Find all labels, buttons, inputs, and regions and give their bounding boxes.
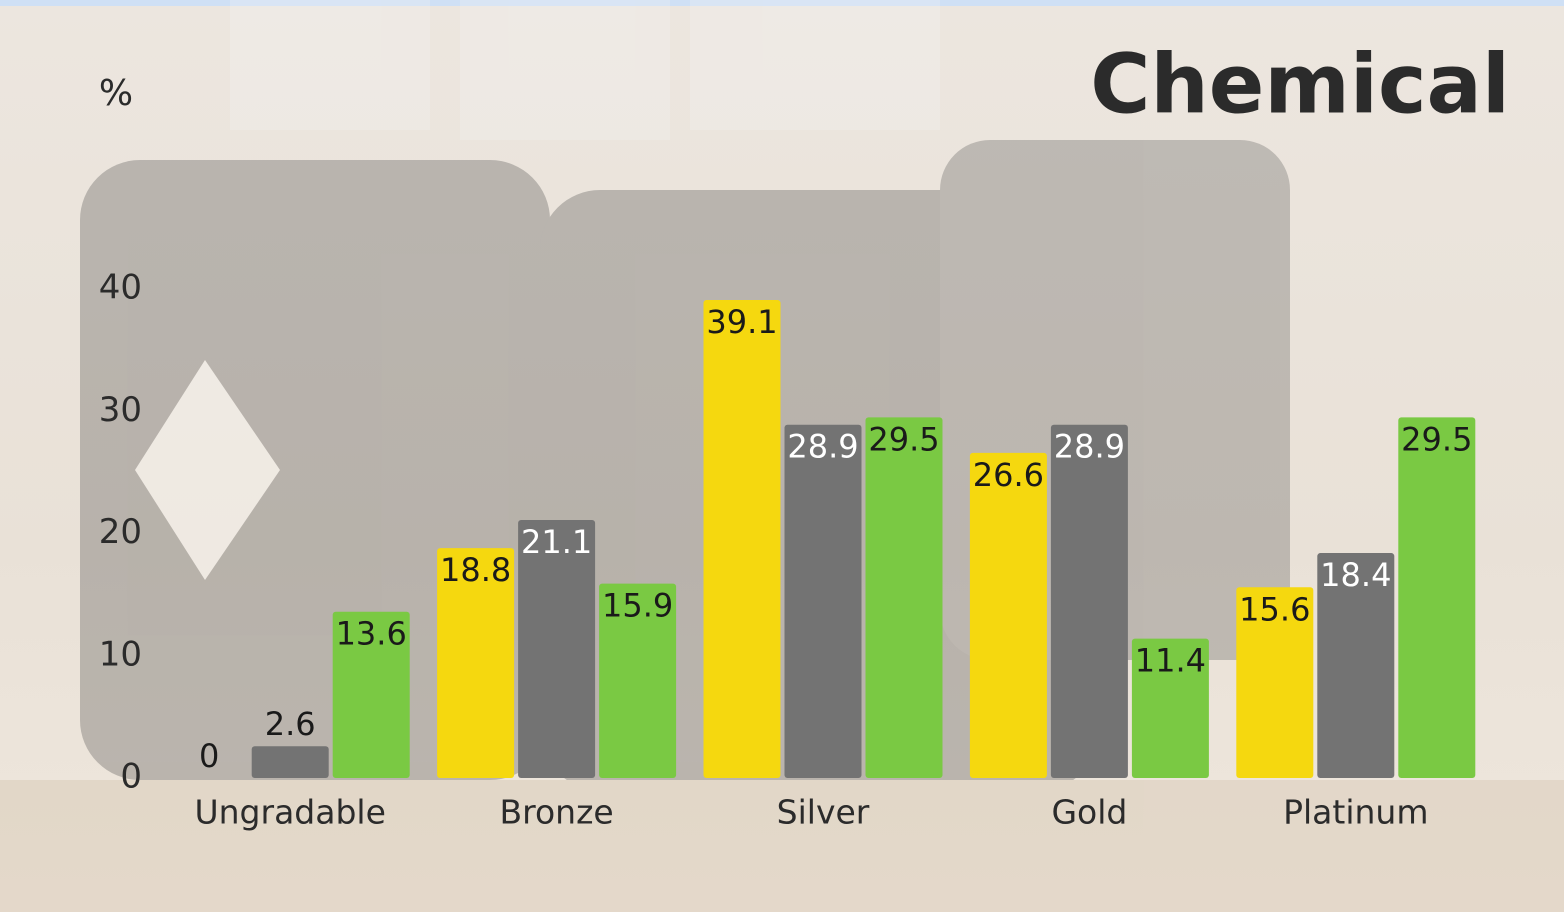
value-label: 2.6 [265,705,316,743]
value-label: 21.1 [521,523,592,561]
y-tick-label: 10 [99,634,142,674]
bar [785,425,862,778]
value-label: 29.5 [868,420,939,458]
x-tick-label: Platinum [1283,793,1428,832]
value-label: 13.6 [336,615,407,653]
value-label: 28.9 [1054,428,1125,466]
value-label: 26.6 [973,456,1044,494]
x-tick-label: Ungradable [194,793,385,832]
value-label: 0 [199,737,219,775]
value-label: 15.9 [602,587,673,625]
bar [252,746,329,778]
value-label: 28.9 [787,428,858,466]
y-axis-label: % [99,73,133,114]
x-tick-label: Silver [777,793,870,832]
bar [1398,417,1475,778]
bar [1051,425,1128,778]
value-label: 18.4 [1320,556,1391,594]
value-label: 11.4 [1135,642,1206,680]
value-label: 18.8 [440,551,511,589]
bar [866,417,943,778]
value-label: 39.1 [706,303,777,341]
value-label: 29.5 [1401,420,1472,458]
y-tick-label: 40 [99,268,142,308]
x-tick-label: Gold [1051,793,1127,832]
bar [704,300,781,778]
bar [970,453,1047,778]
chart: Chemical % 0 10 20 30 40 Ungradable 0 2.6 13.6 Br… [0,0,1564,912]
y-tick-label: 20 [99,512,142,552]
chart-title: Chemical [1090,37,1510,132]
y-tick-label: 0 [120,757,142,797]
y-tick-label: 30 [99,390,142,430]
value-label: 15.6 [1239,590,1310,628]
x-tick-label: Bronze [499,793,613,832]
